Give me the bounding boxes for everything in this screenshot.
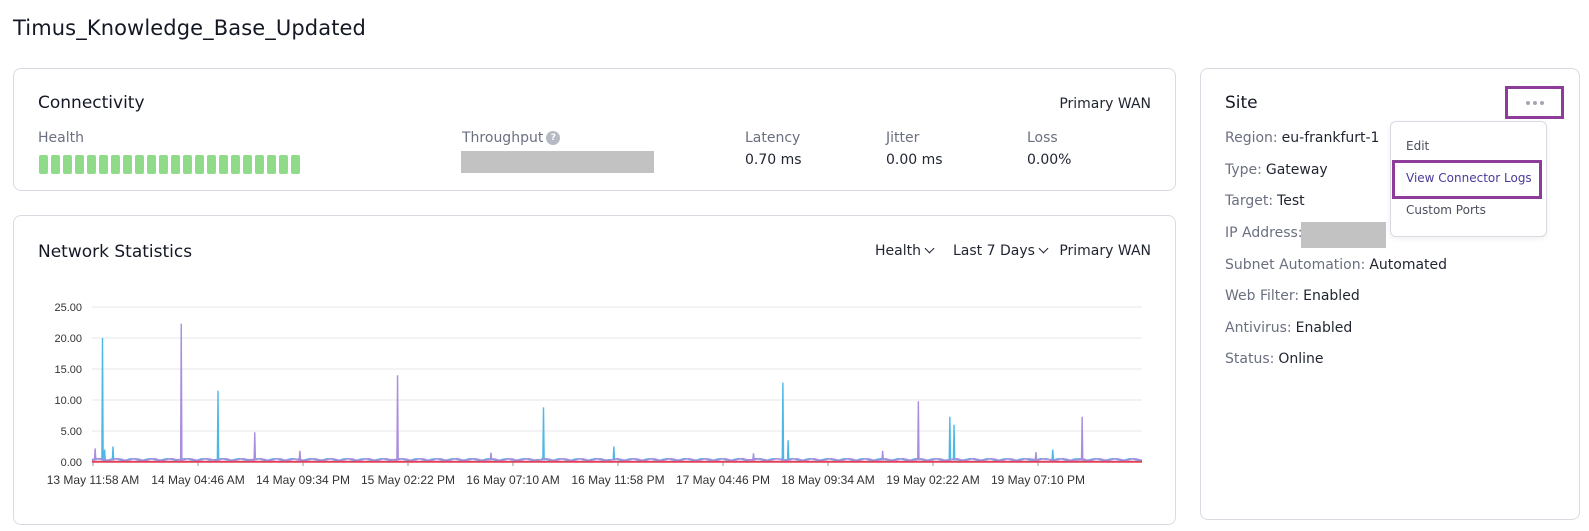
- health-segment: [111, 155, 120, 174]
- health-segment: [63, 155, 72, 174]
- site-row-value: Gateway: [1265, 162, 1328, 178]
- connectivity-title: Connectivity: [38, 93, 145, 113]
- latency-label: Latency: [745, 130, 801, 146]
- menu-item-custom-ports[interactable]: Custom Ports: [1406, 203, 1486, 217]
- highlight-view-connector-logs: [1392, 160, 1542, 199]
- more-icon: [1525, 100, 1530, 105]
- health-segment: [171, 155, 180, 174]
- site-row-value: Enabled: [1303, 288, 1360, 304]
- site-row: Antivirus: Enabled: [1225, 320, 1352, 336]
- health-segment: [147, 155, 156, 174]
- health-label: Health: [38, 130, 84, 146]
- series-line: [91, 323, 1143, 462]
- network-wan-label: Primary WAN: [1059, 243, 1151, 259]
- throughput-redacted: [461, 151, 654, 173]
- site-row-value: Automated: [1369, 257, 1448, 273]
- metric-dropdown[interactable]: Health: [875, 243, 935, 259]
- site-row-key: Web Filter:: [1225, 288, 1300, 304]
- health-segment: [159, 155, 168, 174]
- x-tick-label: 13 May 11:58 AM: [47, 473, 140, 487]
- health-segment: [183, 155, 192, 174]
- x-tick-label: 16 May 07:10 AM: [466, 473, 559, 487]
- network-statistics-title: Network Statistics: [38, 242, 193, 262]
- health-segment: [255, 155, 264, 174]
- x-tick-label: 16 May 11:58 PM: [571, 473, 664, 487]
- loss-label: Loss: [1027, 130, 1058, 146]
- range-dropdown-label: Last 7 Days: [953, 243, 1035, 259]
- x-tick-label: 19 May 02:22 AM: [886, 473, 979, 487]
- y-tick-label: 25.00: [54, 302, 82, 314]
- series-line: [91, 337, 1143, 462]
- metric-dropdown-label: Health: [875, 243, 921, 259]
- health-segment: [51, 155, 60, 174]
- jitter-value: 0.00 ms: [886, 152, 943, 168]
- y-tick-label: 20.00: [54, 333, 82, 345]
- x-tick-label: 19 May 07:10 PM: [991, 473, 1085, 487]
- site-row: Region: eu-frankfurt-1: [1225, 130, 1379, 146]
- site-row-key: Type:: [1225, 162, 1262, 178]
- help-icon[interactable]: ?: [546, 131, 561, 145]
- health-segment: [219, 155, 228, 174]
- health-segment: [99, 155, 108, 174]
- more-options-button[interactable]: [1505, 86, 1564, 119]
- network-statistics-card: Network Statistics Health Last 7 Days Pr…: [13, 215, 1176, 525]
- ip-address-redacted: [1301, 222, 1386, 248]
- connectivity-card: Connectivity Primary WAN Health Throughp…: [13, 68, 1176, 191]
- x-tick-label: 14 May 04:46 AM: [151, 473, 244, 487]
- health-segment: [195, 155, 204, 174]
- x-tick-label: 18 May 09:34 AM: [781, 473, 874, 487]
- site-row-value: Test: [1277, 193, 1305, 209]
- network-chart: 0.00 5.00 10.00 15.00 20.00 25.00 13 May 11:58…: [47, 302, 1143, 487]
- page-title: Timus_Knowledge_Base_Updated: [13, 16, 366, 40]
- health-segment: [39, 155, 48, 174]
- x-tick-label: 15 May 02:22 PM: [361, 473, 455, 487]
- health-segment: [279, 155, 288, 174]
- health-segment: [231, 155, 240, 174]
- y-tick-label: 10.00: [54, 395, 82, 407]
- site-row-key: Region:: [1225, 130, 1278, 146]
- site-row-key: IP Address:: [1225, 225, 1303, 241]
- site-row-key: Subnet Automation:: [1225, 257, 1366, 273]
- site-row-value: Online: [1278, 351, 1324, 367]
- site-options-menu: Edit View Connector Logs Custom Ports: [1390, 121, 1547, 237]
- loss-value: 0.00%: [1027, 152, 1072, 168]
- site-row: Status: Online: [1225, 351, 1324, 367]
- site-title: Site: [1225, 93, 1258, 113]
- menu-item-edit[interactable]: Edit: [1406, 139, 1430, 153]
- health-segment: [135, 155, 144, 174]
- jitter-label: Jitter: [886, 130, 920, 146]
- site-row-key: Antivirus:: [1225, 320, 1292, 336]
- health-bar: [39, 155, 300, 174]
- latency-value: 0.70 ms: [745, 152, 802, 168]
- x-tick-label: 14 May 09:34 PM: [256, 473, 350, 487]
- throughput-label: Throughput?: [462, 130, 561, 146]
- site-row: Subnet Automation: Automated: [1225, 257, 1447, 273]
- site-row-key: Status:: [1225, 351, 1275, 367]
- site-row-value: Enabled: [1295, 320, 1353, 336]
- y-tick-label: 5.00: [61, 426, 82, 438]
- site-row: IP Address:: [1225, 225, 1307, 241]
- y-tick-label: 15.00: [54, 364, 82, 376]
- health-segment: [123, 155, 132, 174]
- connectivity-wan-label: Primary WAN: [1059, 96, 1151, 112]
- health-segment: [87, 155, 96, 174]
- site-row: Target: Test: [1225, 193, 1305, 209]
- menu-item-view-connector-logs[interactable]: View Connector Logs: [1406, 171, 1532, 185]
- site-row: Web Filter: Enabled: [1225, 288, 1360, 304]
- site-row-value: eu-frankfurt-1: [1281, 130, 1380, 146]
- health-segment: [291, 155, 300, 174]
- throughput-label-text: Throughput: [462, 130, 544, 146]
- range-dropdown[interactable]: Last 7 Days: [953, 243, 1049, 259]
- y-tick-label: 0.00: [61, 457, 82, 469]
- health-segment: [243, 155, 252, 174]
- health-segment: [75, 155, 84, 174]
- x-tick-label: 17 May 04:46 PM: [676, 473, 770, 487]
- health-segment: [207, 155, 216, 174]
- site-row: Type: Gateway: [1225, 162, 1328, 178]
- health-segment: [267, 155, 276, 174]
- site-row-key: Target:: [1225, 193, 1274, 209]
